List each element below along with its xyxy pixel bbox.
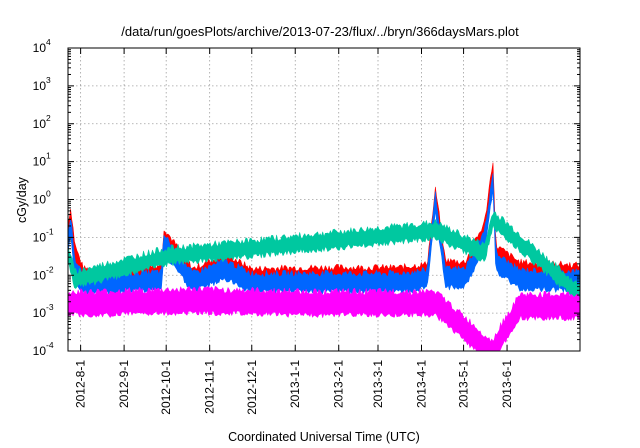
y-tick-label: 10 — [33, 306, 47, 320]
x-tick-label: 2013-3-1 — [371, 360, 385, 408]
y-tick-label: 10 — [33, 117, 47, 131]
y-tick-exponent: 4 — [46, 37, 51, 47]
y-tick-exponent: -4 — [46, 340, 54, 350]
y-tick-label: 10 — [33, 155, 47, 169]
y-tick-exponent: -1 — [46, 226, 54, 236]
y-tick-exponent: 1 — [46, 151, 51, 161]
y-tick-exponent: -2 — [46, 264, 54, 274]
x-tick-label: 2013-2-1 — [332, 360, 346, 408]
plot-frame — [67, 47, 581, 352]
plot-area — [67, 162, 581, 352]
y-tick-label: 10 — [33, 79, 47, 93]
y-tick-label: 10 — [33, 268, 47, 282]
chart-title: /data/run/goesPlots/archive/2013-07-23/f… — [121, 24, 519, 39]
x-tick-label: 2012-11-1 — [203, 360, 217, 414]
y-tick-label: 10 — [33, 41, 47, 55]
y-tick-exponent: 3 — [46, 75, 51, 85]
x-tick-label: 2013-4-1 — [414, 360, 428, 408]
series-magenta-band — [67, 285, 581, 352]
x-tick-label: 2012-10-1 — [159, 360, 173, 415]
x-tick-label: 2013-5-1 — [457, 360, 471, 408]
x-axis-label: Coordinated Universal Time (UTC) — [228, 430, 420, 444]
x-tick-label: 2012-9-1 — [117, 360, 131, 408]
x-tick-label: 2013-6-1 — [500, 360, 514, 408]
x-tick-label: 2012-8-1 — [74, 360, 88, 408]
y-tick-label: 10 — [33, 344, 47, 358]
y-tick-label: 10 — [33, 193, 47, 207]
y-tick-exponent: 2 — [46, 113, 51, 123]
y-tick-exponent: 0 — [46, 189, 51, 199]
y-tick-label: 10 — [33, 230, 47, 244]
y-tick-exponent: -3 — [46, 302, 54, 312]
x-tick-label: 2012-12-1 — [245, 360, 259, 415]
x-axis: 2012-8-1 2012-9-1 2012-10-1 2012-11-1 2012-1… — [74, 48, 514, 415]
x-tick-label: 2013-1-1 — [288, 360, 302, 408]
y-axis-label: cGy/day — [15, 176, 29, 223]
